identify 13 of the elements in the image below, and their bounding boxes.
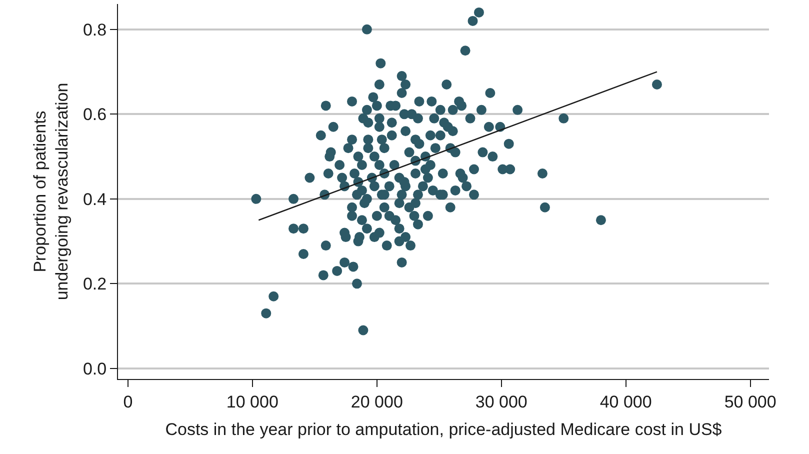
x-axis-title: Costs in the year prior to amputation, price-adjusted Medicare cost in US$: [165, 420, 722, 439]
x-tick-label: 50 000: [724, 392, 776, 412]
x-tick-label: 10 000: [226, 392, 278, 412]
y-tick-label: 0.2: [82, 274, 107, 294]
x-tick-label: 0: [123, 392, 133, 412]
y-tick-label: 0.6: [82, 105, 107, 124]
y-tick-label: 0.8: [82, 20, 107, 40]
x-tick-label: 40 000: [600, 392, 652, 412]
x-tick-label: 20 000: [350, 392, 403, 412]
y-tick-label: 0.4: [82, 190, 107, 209]
y-tick-label: 0.0: [82, 359, 107, 378]
y-axis-title: Proportion of patients undergoing revascularization: [30, 82, 72, 300]
x-tick-label: 30 000: [475, 392, 528, 412]
